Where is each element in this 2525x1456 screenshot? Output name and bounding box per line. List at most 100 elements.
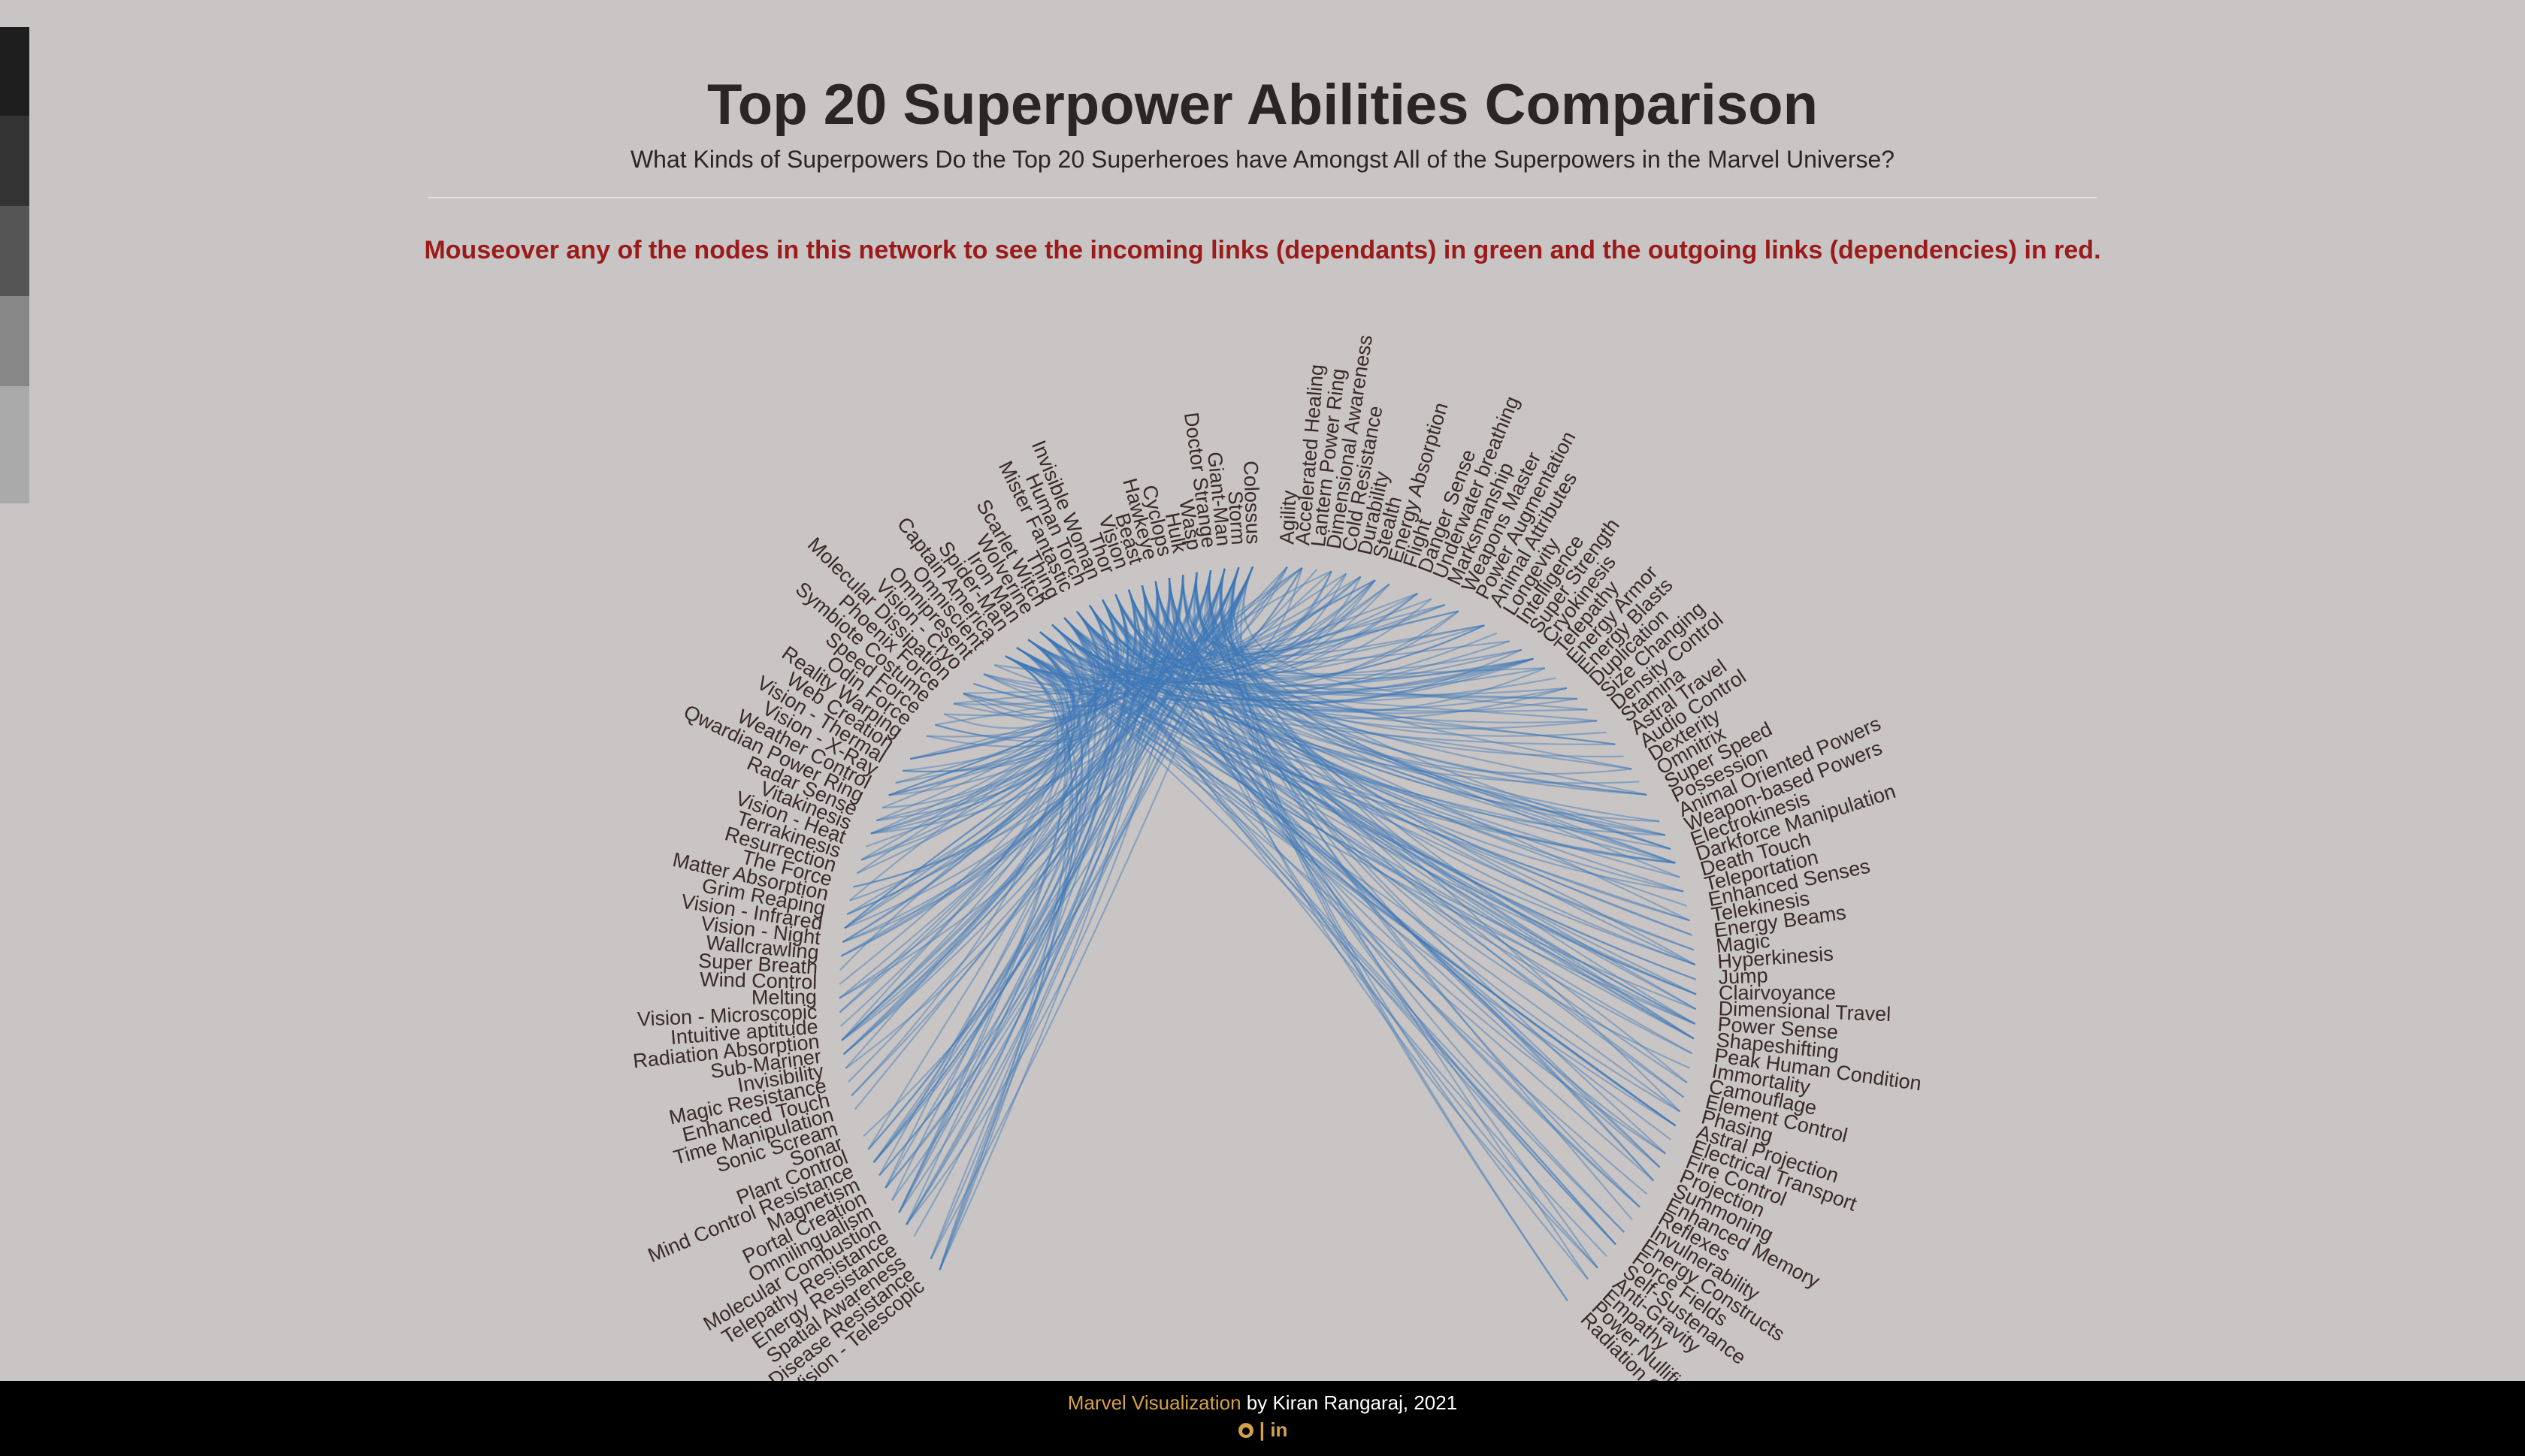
node-label[interactable]: Colossus: [1239, 461, 1265, 545]
link: [1141, 567, 1303, 670]
link: [1076, 611, 1695, 951]
footer-link[interactable]: Marvel Visualization: [1067, 1391, 1241, 1414]
link: [839, 605, 1107, 985]
link: [898, 585, 1148, 1213]
link: [1102, 566, 1288, 661]
link: [1076, 611, 1677, 1127]
link: [1051, 624, 1697, 995]
link: [1182, 575, 1418, 648]
node-label[interactable]: Clairvoyance: [1719, 981, 1836, 1004]
link: [888, 594, 1129, 796]
link: [844, 566, 1240, 929]
link: [867, 639, 1084, 1150]
link: [1154, 581, 1598, 1269]
link: [1016, 647, 1681, 1113]
link: [1220, 568, 1666, 836]
link: [891, 568, 1226, 1201]
sidebar-tab[interactable]: [0, 386, 29, 503]
link: [1154, 581, 1485, 679]
node-label[interactable]: Agility: [1275, 489, 1300, 545]
node-label[interactable]: Jump: [1718, 964, 1768, 988]
link: [1114, 575, 1362, 661]
node-label[interactable]: Storm: [1223, 490, 1250, 545]
link: [1076, 611, 1577, 700]
link: [939, 647, 1072, 1270]
link: [867, 585, 1146, 1150]
link: [1168, 578, 1446, 662]
link: [898, 575, 1184, 1213]
link: [1063, 617, 1616, 1246]
link: [943, 605, 1109, 730]
link: [1193, 572, 1376, 654]
link: [888, 575, 1184, 796]
link: [1168, 578, 1667, 1155]
link: [1051, 624, 1697, 995]
link: [1141, 566, 1288, 661]
link: [910, 566, 1254, 760]
link: [1220, 568, 1666, 836]
link: [1127, 589, 1666, 1155]
link: [1016, 647, 1676, 864]
link: [875, 624, 1084, 822]
link: [841, 647, 1073, 1041]
link: [839, 569, 1212, 1013]
link: [876, 631, 1090, 822]
link: [1088, 605, 1647, 796]
link: [1127, 589, 1640, 1208]
link: [1168, 567, 1303, 672]
link: [1127, 589, 1697, 995]
link: [840, 572, 1198, 957]
link: [935, 617, 1099, 739]
node-label[interactable]: Wind Control: [700, 968, 818, 994]
link: [841, 566, 1240, 1041]
link: [1168, 578, 1684, 893]
link: [846, 599, 1117, 915]
link: [1213, 566, 1288, 664]
link: [1220, 568, 1660, 823]
link: [1193, 570, 1332, 642]
link: [1154, 581, 1523, 675]
link: [1005, 655, 1677, 1127]
link: [1016, 647, 1695, 1040]
link: [1005, 655, 1690, 922]
link: [888, 631, 1081, 796]
link: [844, 575, 1184, 929]
link: [939, 581, 1159, 1270]
sidebar-tab[interactable]: [0, 206, 29, 296]
sidebar-tab[interactable]: [0, 116, 29, 206]
link: [872, 575, 1184, 1163]
link: [1168, 578, 1616, 1246]
link: [913, 589, 1138, 1237]
link: [1141, 583, 1390, 675]
link: [1051, 624, 1676, 864]
sidebar-tab[interactable]: [0, 27, 29, 116]
sidebar-tab[interactable]: [0, 296, 29, 386]
link: [841, 566, 1240, 1041]
subtitle: What Kinds of Superpowers Do the Top 20 …: [630, 146, 1895, 173]
footer: Marvel Visualization by Kiran Rangaraj, …: [0, 1381, 2525, 1456]
link: [926, 575, 1184, 738]
link: [1063, 617, 1648, 1195]
link: [1027, 639, 1568, 711]
link: [878, 589, 1136, 1176]
link: [1228, 566, 1347, 645]
link: [1114, 594, 1546, 713]
link: [930, 655, 1078, 1260]
link: [1154, 581, 1598, 1269]
link: [1195, 572, 1598, 723]
link: [983, 566, 1240, 692]
link: [1027, 639, 1697, 1010]
link: [849, 611, 1101, 902]
linkedin-icon[interactable]: in: [1270, 1418, 1288, 1441]
link: [1141, 585, 1578, 714]
link: [939, 566, 1254, 1270]
link: [1016, 647, 1671, 850]
link: [1154, 581, 1459, 689]
link: [1016, 647, 1688, 1083]
node-label[interactable]: Melting: [751, 986, 817, 1009]
link: [888, 572, 1198, 796]
link: [895, 605, 1117, 784]
link: [839, 639, 1069, 1027]
github-icon[interactable]: [1238, 1422, 1254, 1439]
